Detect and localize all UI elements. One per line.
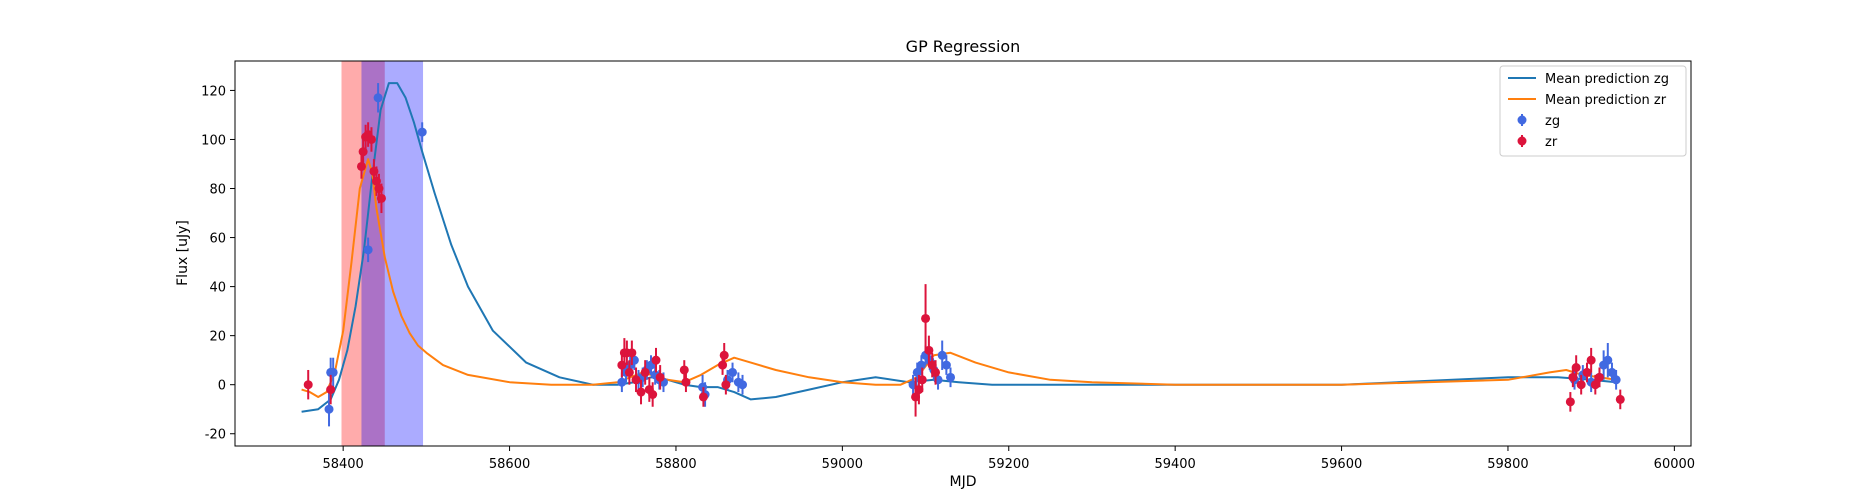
prediction-line-zg xyxy=(301,82,1617,413)
x-tick-label: 59200 xyxy=(988,457,1029,472)
data-point xyxy=(728,367,738,377)
legend-marker xyxy=(1517,115,1527,125)
y-tick-label: 20 xyxy=(209,330,226,345)
data-point xyxy=(927,360,937,370)
data-point xyxy=(946,372,956,382)
data-point xyxy=(916,360,926,370)
data-point xyxy=(1590,380,1600,390)
legend-marker xyxy=(1517,136,1527,146)
data-points xyxy=(303,83,1625,427)
data-point xyxy=(1603,355,1613,365)
legend-box xyxy=(1499,65,1687,157)
data-point xyxy=(679,365,689,375)
data-point xyxy=(655,372,665,382)
y-tick-label: -20 xyxy=(205,428,226,443)
data-point xyxy=(328,367,338,377)
x-axis: 58400 58600 58800 59000 59200 59400 59600 59800… xyxy=(322,446,1695,472)
series-zg xyxy=(324,83,1621,427)
x-tick-label: 59000 xyxy=(822,457,863,472)
data-point xyxy=(1615,394,1625,404)
data-point xyxy=(1594,372,1604,382)
data-point xyxy=(912,367,922,377)
data-point xyxy=(924,345,934,355)
x-tick-label: 59800 xyxy=(1487,457,1528,472)
data-point xyxy=(326,385,336,395)
y-tick-label: 80 xyxy=(209,183,226,198)
series-zr xyxy=(303,122,1625,417)
data-point xyxy=(931,367,941,377)
data-point xyxy=(698,392,708,402)
x-tick-label: 60000 xyxy=(1654,457,1695,472)
data-point xyxy=(324,404,334,414)
legend: Mean prediction zg Mean prediction zr zg zr xyxy=(1499,65,1687,157)
data-point xyxy=(303,380,313,390)
legend-label: Mean prediction zr xyxy=(1545,93,1667,108)
legend-label: zg xyxy=(1545,114,1560,129)
data-point xyxy=(718,360,728,370)
data-point xyxy=(373,93,383,103)
data-point xyxy=(376,193,386,203)
x-tick-label: 59400 xyxy=(1154,457,1195,472)
y-tick-label: 100 xyxy=(201,133,226,148)
data-point xyxy=(1607,367,1617,377)
shaded-regions xyxy=(341,61,424,446)
data-point xyxy=(1611,375,1621,385)
x-tick-label: 58400 xyxy=(322,457,363,472)
data-point xyxy=(363,245,373,255)
legend-label: zr xyxy=(1545,135,1558,150)
data-point xyxy=(721,380,731,390)
x-tick-label: 58600 xyxy=(489,457,530,472)
x-axis-label: MJD xyxy=(950,474,977,490)
prediction-line-zr xyxy=(301,158,1617,398)
data-point xyxy=(1565,397,1575,407)
data-point xyxy=(631,375,641,385)
data-point xyxy=(1586,355,1596,365)
y-axis-label: Flux [uJy] xyxy=(175,220,191,286)
plot-frame xyxy=(234,60,1692,447)
data-point xyxy=(914,385,924,395)
data-point xyxy=(640,367,650,377)
prediction-lines xyxy=(301,82,1617,413)
data-point xyxy=(1571,363,1581,373)
y-tick-label: 120 xyxy=(201,84,226,99)
data-point xyxy=(627,348,637,358)
data-point xyxy=(719,350,729,360)
data-point xyxy=(617,377,627,387)
data-point xyxy=(417,127,427,137)
data-point xyxy=(358,147,368,157)
data-point xyxy=(356,161,366,171)
data-point xyxy=(738,380,748,390)
data-point xyxy=(937,350,947,360)
x-tick-label: 58800 xyxy=(655,457,696,472)
data-point xyxy=(366,134,376,144)
data-point xyxy=(941,360,951,370)
x-tick-label: 59600 xyxy=(1321,457,1362,472)
data-point xyxy=(624,367,634,377)
plot-area xyxy=(234,60,1692,447)
data-point xyxy=(917,375,927,385)
data-point xyxy=(648,390,658,400)
data-point xyxy=(1576,380,1586,390)
data-point xyxy=(1568,372,1578,382)
shaded-region-zg xyxy=(361,61,424,446)
y-tick-label: 60 xyxy=(209,232,226,247)
data-point xyxy=(1582,367,1592,377)
data-point xyxy=(651,355,661,365)
y-tick-label: 40 xyxy=(209,281,226,296)
data-point xyxy=(681,377,691,387)
data-point xyxy=(921,313,931,323)
y-tick-label: 0 xyxy=(218,379,226,394)
legend-label: Mean prediction zg xyxy=(1545,72,1669,87)
chart-title: GP Regression xyxy=(906,37,1021,56)
data-point xyxy=(636,387,646,397)
data-point xyxy=(911,392,921,402)
y-axis: -20 0 20 40 60 80 100 120 xyxy=(201,84,235,443)
